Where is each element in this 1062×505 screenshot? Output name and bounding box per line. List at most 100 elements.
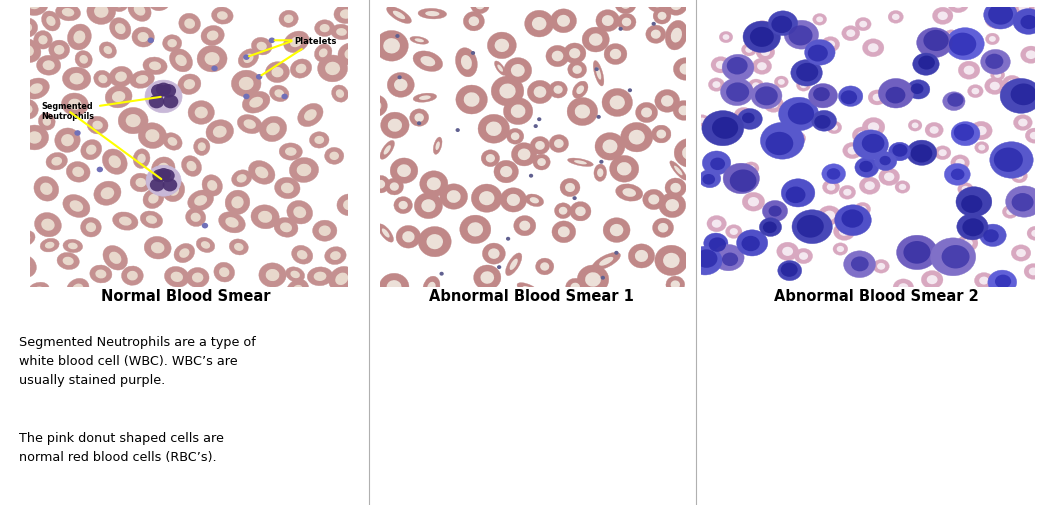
Ellipse shape bbox=[45, 242, 54, 249]
Ellipse shape bbox=[47, 17, 55, 27]
Ellipse shape bbox=[259, 117, 287, 142]
Ellipse shape bbox=[108, 156, 121, 169]
Ellipse shape bbox=[175, 56, 187, 67]
Circle shape bbox=[748, 197, 759, 207]
Ellipse shape bbox=[666, 199, 679, 212]
Circle shape bbox=[97, 167, 103, 173]
Circle shape bbox=[152, 170, 167, 183]
Circle shape bbox=[842, 27, 860, 42]
Ellipse shape bbox=[297, 250, 308, 260]
Circle shape bbox=[722, 55, 754, 82]
Ellipse shape bbox=[507, 194, 520, 207]
Ellipse shape bbox=[21, 24, 32, 33]
Ellipse shape bbox=[145, 130, 159, 143]
Circle shape bbox=[898, 284, 908, 292]
Ellipse shape bbox=[532, 18, 547, 31]
Ellipse shape bbox=[304, 110, 316, 122]
Ellipse shape bbox=[569, 49, 580, 59]
Ellipse shape bbox=[386, 179, 404, 195]
Ellipse shape bbox=[410, 110, 429, 127]
Ellipse shape bbox=[70, 74, 84, 85]
Circle shape bbox=[764, 96, 784, 113]
Circle shape bbox=[699, 118, 705, 124]
Circle shape bbox=[702, 175, 715, 185]
Ellipse shape bbox=[602, 89, 633, 117]
Circle shape bbox=[837, 246, 844, 252]
Circle shape bbox=[789, 26, 812, 46]
Ellipse shape bbox=[427, 282, 435, 293]
Ellipse shape bbox=[149, 62, 161, 71]
Circle shape bbox=[919, 57, 935, 71]
Circle shape bbox=[707, 216, 726, 232]
Ellipse shape bbox=[286, 267, 305, 282]
Circle shape bbox=[995, 275, 1011, 289]
Circle shape bbox=[922, 271, 943, 289]
Ellipse shape bbox=[629, 130, 645, 145]
Circle shape bbox=[949, 33, 976, 57]
Ellipse shape bbox=[238, 115, 262, 134]
Circle shape bbox=[417, 122, 422, 126]
Circle shape bbox=[896, 236, 938, 270]
Circle shape bbox=[777, 80, 785, 86]
Ellipse shape bbox=[319, 49, 327, 58]
Ellipse shape bbox=[337, 29, 347, 37]
Circle shape bbox=[713, 245, 744, 271]
Ellipse shape bbox=[87, 117, 108, 135]
Circle shape bbox=[944, 31, 959, 43]
Circle shape bbox=[997, 60, 1004, 66]
Ellipse shape bbox=[510, 259, 518, 270]
Ellipse shape bbox=[479, 192, 495, 206]
Ellipse shape bbox=[70, 201, 83, 212]
Circle shape bbox=[759, 218, 782, 237]
Circle shape bbox=[1031, 230, 1040, 237]
Circle shape bbox=[878, 79, 913, 109]
Ellipse shape bbox=[198, 143, 206, 152]
Ellipse shape bbox=[413, 94, 436, 103]
Ellipse shape bbox=[482, 243, 506, 265]
Ellipse shape bbox=[252, 38, 272, 56]
Circle shape bbox=[826, 41, 835, 49]
Circle shape bbox=[859, 22, 868, 28]
Circle shape bbox=[952, 122, 980, 146]
Ellipse shape bbox=[425, 12, 440, 17]
Circle shape bbox=[769, 206, 782, 217]
Circle shape bbox=[930, 238, 976, 276]
Ellipse shape bbox=[266, 269, 279, 282]
Circle shape bbox=[1016, 249, 1026, 258]
Circle shape bbox=[958, 235, 978, 252]
Circle shape bbox=[269, 38, 275, 44]
Ellipse shape bbox=[66, 162, 90, 183]
Ellipse shape bbox=[596, 68, 601, 80]
Circle shape bbox=[243, 55, 250, 61]
Ellipse shape bbox=[396, 226, 421, 248]
Ellipse shape bbox=[648, 0, 667, 13]
Circle shape bbox=[826, 122, 842, 134]
Circle shape bbox=[963, 67, 975, 76]
Ellipse shape bbox=[378, 224, 394, 243]
Circle shape bbox=[748, 166, 755, 172]
Text: Segmented Neutrophils are a type of
white blood cell (WBC). WBC’s are
usually st: Segmented Neutrophils are a type of whit… bbox=[19, 336, 256, 386]
Circle shape bbox=[841, 210, 863, 228]
Ellipse shape bbox=[284, 32, 309, 54]
Ellipse shape bbox=[259, 263, 286, 288]
Ellipse shape bbox=[127, 271, 138, 281]
Ellipse shape bbox=[560, 179, 580, 197]
Circle shape bbox=[986, 34, 999, 45]
Ellipse shape bbox=[202, 175, 222, 196]
Circle shape bbox=[749, 80, 764, 93]
Ellipse shape bbox=[62, 9, 74, 18]
Ellipse shape bbox=[238, 49, 258, 69]
Circle shape bbox=[145, 81, 182, 114]
Ellipse shape bbox=[506, 254, 521, 276]
Ellipse shape bbox=[413, 52, 443, 72]
Circle shape bbox=[710, 58, 731, 74]
Circle shape bbox=[822, 165, 845, 184]
Circle shape bbox=[822, 37, 840, 53]
Ellipse shape bbox=[234, 243, 243, 251]
Circle shape bbox=[720, 79, 753, 107]
Circle shape bbox=[786, 187, 805, 204]
Ellipse shape bbox=[99, 76, 107, 84]
Ellipse shape bbox=[115, 72, 126, 83]
Ellipse shape bbox=[656, 130, 666, 139]
Circle shape bbox=[397, 76, 401, 80]
